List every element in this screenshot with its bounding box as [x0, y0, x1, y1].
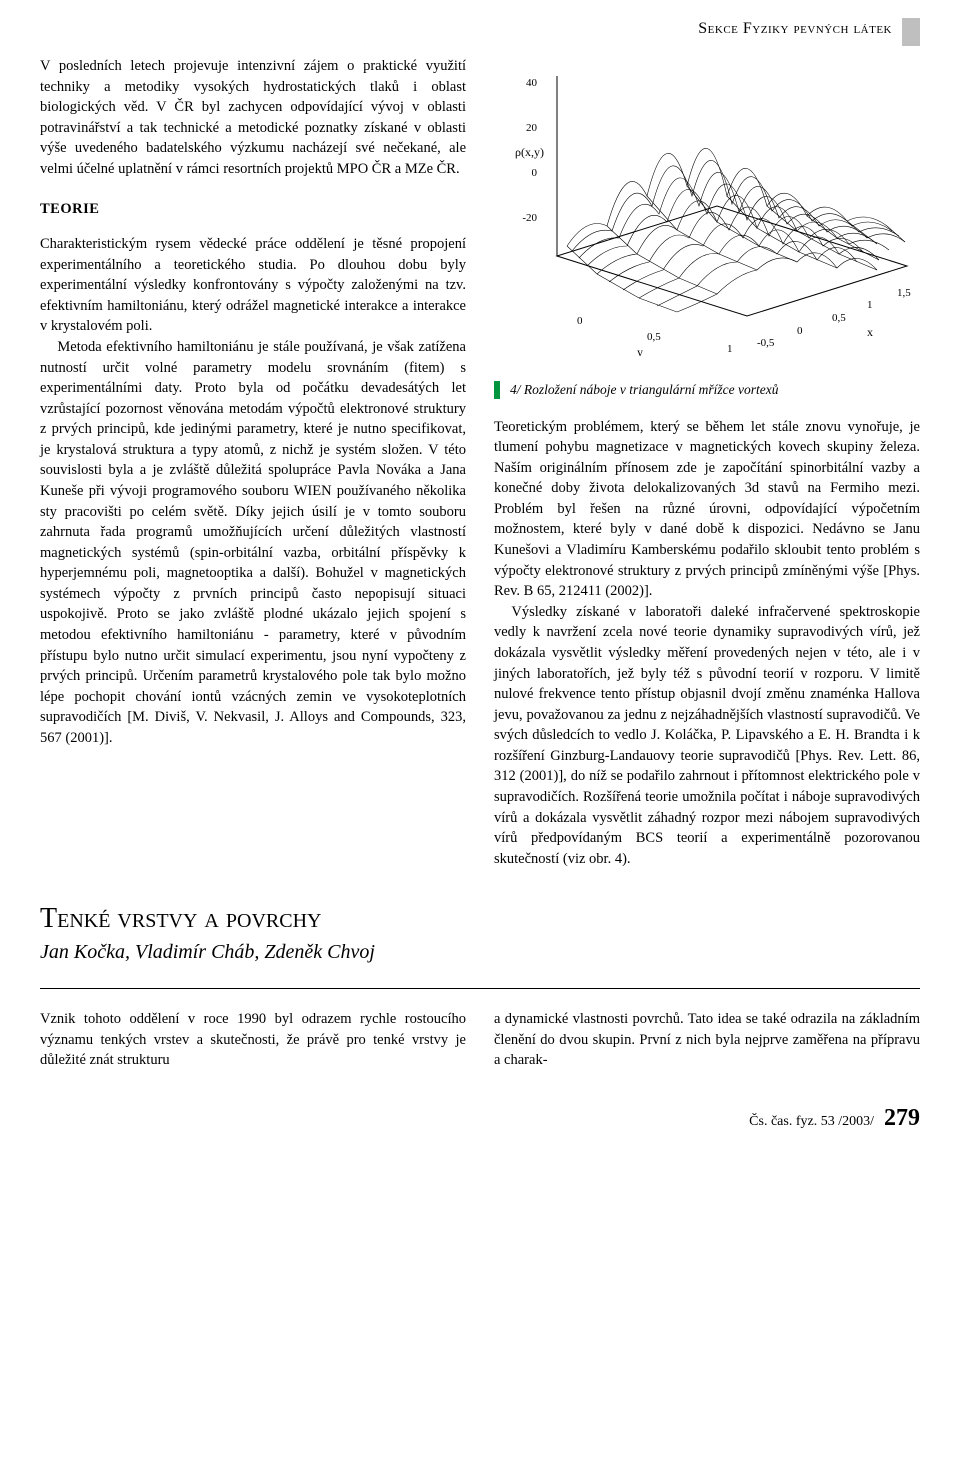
figure-caption: 4/ Rozložení náboje v triangulární mřížc… [510, 381, 778, 399]
intro-paragraph: V posledních letech projevuje intenzivní… [40, 56, 466, 179]
section-2: Tenké vrstvy a povrchy Jan Kočka, Vladim… [40, 903, 920, 1071]
main-two-column: V posledních letech projevuje intenzivní… [40, 56, 920, 869]
section2-authors: Jan Kočka, Vladimír Cháb, Zdeněk Chvoj [40, 941, 920, 964]
x-label: x [867, 325, 873, 339]
section2-two-column: Vznik tohoto oddělení v roce 1990 byl od… [40, 1009, 920, 1071]
x-tick-3: 1 [867, 299, 873, 311]
section-rule [40, 988, 920, 989]
page-header: Sekce Fyziky pevných látek [40, 20, 920, 38]
z-label: ρ(x,y) [515, 145, 544, 159]
page-footer: Čs. čas. fyz. 53 /2003/ 279 [40, 1105, 920, 1132]
right-column: 40 20 0 -20 ρ(x,y) 0 0,5 1 y -0,5 0 0,5 … [494, 56, 920, 869]
z-tick-2: 0 [532, 167, 538, 179]
figure-caption-row: 4/ Rozložení náboje v triangulární mřížc… [494, 381, 920, 399]
page-number: 279 [884, 1105, 920, 1132]
right-p2: Výsledky získané v laboratoři daleké inf… [494, 602, 920, 870]
teorie-p2: Metoda efektivního hamiltoniánu je stále… [40, 337, 466, 749]
x-tick-1: 0 [797, 325, 803, 337]
wireframe-surface [567, 148, 905, 312]
section-title: Sekce Fyziky pevných látek [698, 20, 920, 37]
y-tick-2: 1 [727, 343, 733, 355]
section2-right: a dynamické vlastnosti povrchů. Tato ide… [494, 1009, 920, 1071]
y-label: y [637, 345, 643, 356]
left-column: V posledních letech projevuje intenzivní… [40, 56, 466, 869]
z-tick-0: 40 [526, 77, 538, 89]
journal-reference: Čs. čas. fyz. 53 /2003/ [749, 1114, 874, 1130]
section2-left-p: Vznik tohoto oddělení v roce 1990 byl od… [40, 1009, 466, 1071]
x-tick-0: -0,5 [757, 337, 775, 349]
y-tick-1: 0,5 [647, 331, 661, 343]
z-tick-1: 20 [526, 122, 538, 134]
y-tick-0: 0 [577, 315, 583, 327]
caption-accent-bar [494, 381, 500, 399]
figure-4: 40 20 0 -20 ρ(x,y) 0 0,5 1 y -0,5 0 0,5 … [494, 56, 920, 363]
teorie-heading: TEORIE [40, 199, 466, 220]
teorie-p1: Charakteristickým rysem vědecké práce od… [40, 234, 466, 337]
section2-left: Vznik tohoto oddělení v roce 1990 byl od… [40, 1009, 466, 1071]
surface-plot-svg: 40 20 0 -20 ρ(x,y) 0 0,5 1 y -0,5 0 0,5 … [494, 56, 920, 356]
x-tick-4: 1,5 [897, 287, 911, 299]
section2-title: Tenké vrstvy a povrchy [40, 903, 920, 935]
x-tick-2: 0,5 [832, 312, 846, 324]
section2-right-p: a dynamické vlastnosti povrchů. Tato ide… [494, 1009, 920, 1071]
header-accent-bar [902, 18, 920, 46]
z-tick-3: -20 [522, 212, 537, 224]
right-p1: Teoretickým problémem, který se během le… [494, 417, 920, 602]
